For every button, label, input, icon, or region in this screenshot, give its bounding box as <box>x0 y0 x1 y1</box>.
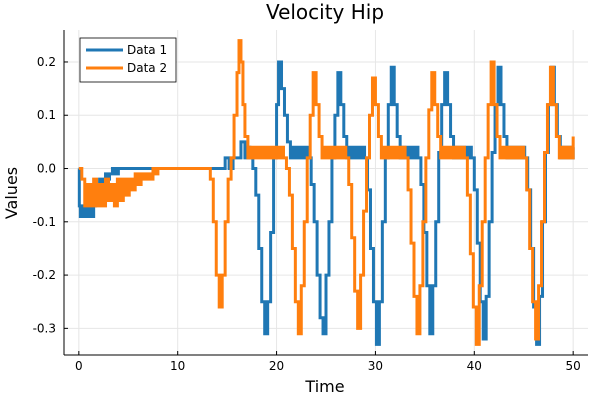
x-axis-label: Time <box>304 377 344 396</box>
y-tick-label-3: 0.0 <box>37 162 56 176</box>
chart-title: Velocity Hip <box>266 0 384 24</box>
y-tick-label-4: 0.1 <box>37 108 56 122</box>
y-tick-label-5: 0.2 <box>37 55 56 69</box>
x-tick-label-4: 40 <box>467 359 482 373</box>
legend-label-data-2: Data 2 <box>127 61 167 75</box>
x-tick-label-0: 0 <box>75 359 83 373</box>
series-line-data-1 <box>77 60 575 346</box>
series-line-data-2 <box>78 39 575 346</box>
legend-label-data-1: Data 1 <box>127 43 167 57</box>
legend: Data 1 Data 2 <box>79 37 177 83</box>
y-tick-label-1: -0.2 <box>33 268 56 282</box>
x-tick-label-3: 30 <box>368 359 383 373</box>
y-axis-label: Values <box>2 167 21 219</box>
x-tick-label-2: 20 <box>269 359 284 373</box>
legend-box <box>79 37 177 83</box>
x-ticks: 0 10 20 30 40 50 <box>75 351 581 373</box>
x-tick-label-1: 10 <box>170 359 185 373</box>
x-tick-label-5: 50 <box>566 359 581 373</box>
axes <box>63 30 588 356</box>
y-tick-label-2: -0.1 <box>33 215 56 229</box>
y-tick-label-0: -0.3 <box>33 321 56 335</box>
y-ticks: -0.3 -0.2 -0.1 0.0 0.1 0.2 <box>33 55 68 335</box>
series-layer <box>77 39 575 346</box>
